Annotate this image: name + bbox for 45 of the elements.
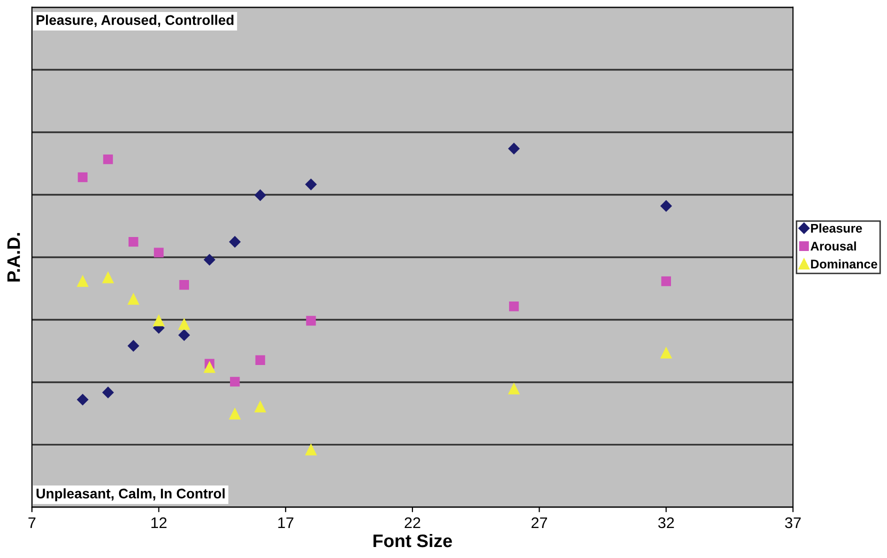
point — [178, 329, 190, 341]
point — [660, 347, 672, 359]
point — [204, 362, 216, 373]
point — [229, 236, 240, 248]
x-tick-label: 7 — [28, 518, 36, 528]
point — [661, 276, 671, 286]
point — [254, 401, 266, 412]
point — [204, 254, 216, 266]
point — [179, 280, 190, 290]
point — [306, 316, 316, 326]
x-axis-title: Font Size — [374, 534, 452, 548]
point — [254, 190, 266, 201]
point — [78, 172, 88, 182]
point — [102, 272, 114, 284]
annotation: Unpleasant, Calm, In Control — [36, 488, 225, 502]
point — [508, 142, 520, 154]
point — [178, 318, 190, 330]
x-tick-label: 27 — [532, 517, 548, 528]
point — [509, 302, 519, 312]
point — [229, 408, 240, 420]
x-tick-label: 12 — [151, 517, 167, 528]
point — [128, 294, 139, 305]
point — [128, 236, 138, 247]
x-tick-label: 32 — [658, 517, 674, 528]
legend-label: Pleasure — [811, 224, 862, 233]
point — [230, 376, 240, 387]
point — [305, 444, 317, 456]
legend-label: Arousal — [810, 241, 856, 251]
point — [102, 386, 114, 398]
point — [305, 178, 317, 190]
point — [128, 340, 140, 352]
x-tick-label: 37 — [785, 517, 801, 528]
legend-label: Dominance — [811, 259, 878, 268]
point — [103, 154, 113, 164]
point — [255, 355, 266, 366]
point — [77, 276, 88, 287]
point — [660, 200, 672, 212]
point — [77, 394, 88, 406]
x-tick-label: 17 — [278, 518, 294, 528]
point — [508, 383, 520, 394]
y-axis-title: P.A.D. — [7, 233, 20, 282]
x-tick-label: 22 — [404, 517, 420, 528]
text: Pleasure, Aroused, Controlled — [36, 14, 234, 27]
point — [154, 248, 164, 258]
point — [153, 315, 164, 326]
